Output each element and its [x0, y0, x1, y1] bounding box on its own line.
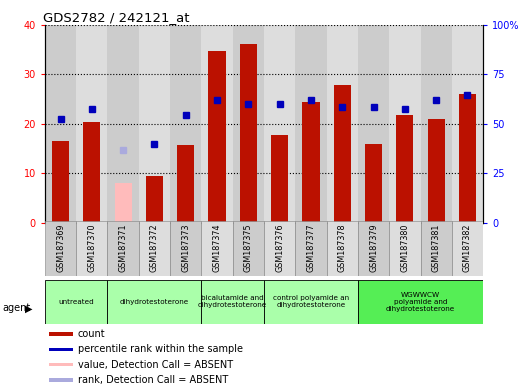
Text: WGWWCW
polyamide and
dihydrotestoterone: WGWWCW polyamide and dihydrotestoterone: [386, 292, 455, 312]
Text: count: count: [78, 329, 106, 339]
Bar: [139, 25, 170, 223]
Text: GSM187379: GSM187379: [369, 223, 378, 272]
Bar: [428, 119, 445, 223]
Text: GSM187371: GSM187371: [119, 223, 128, 272]
Bar: [209, 51, 225, 223]
Text: GDS2782 / 242121_at: GDS2782 / 242121_at: [43, 11, 189, 24]
Text: bicalutamide and
dihydrotestoterone: bicalutamide and dihydrotestoterone: [198, 295, 267, 308]
Bar: [83, 122, 100, 223]
Bar: [115, 183, 132, 223]
Text: dihydrotestoterone: dihydrotestoterone: [120, 299, 189, 305]
Bar: [233, 221, 264, 276]
Bar: [264, 280, 358, 324]
Bar: [139, 221, 170, 276]
Text: GSM187373: GSM187373: [181, 223, 190, 272]
Text: GSM187370: GSM187370: [87, 223, 96, 272]
Text: control polyamide an
dihydrotestoterone: control polyamide an dihydrotestoterone: [273, 295, 349, 308]
Text: rank, Detection Call = ABSENT: rank, Detection Call = ABSENT: [78, 375, 228, 384]
Text: GSM187380: GSM187380: [400, 223, 409, 272]
Bar: [389, 221, 420, 276]
Bar: [358, 25, 389, 223]
Bar: [108, 25, 139, 223]
Bar: [45, 221, 76, 276]
Bar: [108, 221, 139, 276]
Text: value, Detection Call = ABSENT: value, Detection Call = ABSENT: [78, 360, 233, 370]
Text: GSM187382: GSM187382: [463, 223, 472, 272]
Bar: [459, 94, 476, 223]
Bar: [295, 221, 327, 276]
Text: agent: agent: [3, 303, 31, 313]
Text: GSM187372: GSM187372: [150, 223, 159, 272]
Text: GSM187375: GSM187375: [244, 223, 253, 272]
Bar: [177, 145, 194, 223]
Text: ▶: ▶: [25, 303, 33, 313]
Bar: [327, 221, 358, 276]
Bar: [365, 144, 382, 223]
Bar: [396, 115, 413, 223]
Bar: [327, 25, 358, 223]
Bar: [264, 221, 295, 276]
Bar: [76, 25, 108, 223]
Bar: [358, 280, 483, 324]
Bar: [108, 280, 201, 324]
Bar: [49, 348, 73, 351]
Bar: [49, 379, 73, 382]
Bar: [49, 363, 73, 366]
Text: GSM187381: GSM187381: [432, 223, 441, 272]
Bar: [233, 25, 264, 223]
Text: GSM187369: GSM187369: [56, 223, 65, 272]
Bar: [271, 135, 288, 223]
Bar: [201, 280, 264, 324]
Bar: [295, 25, 327, 223]
Bar: [49, 333, 73, 336]
Bar: [170, 221, 201, 276]
Bar: [452, 221, 483, 276]
Bar: [303, 102, 319, 223]
Bar: [264, 25, 295, 223]
Bar: [76, 221, 108, 276]
Bar: [45, 25, 76, 223]
Bar: [452, 25, 483, 223]
Text: untreated: untreated: [58, 299, 94, 305]
Bar: [45, 280, 108, 324]
Bar: [52, 141, 69, 223]
Text: GSM187374: GSM187374: [213, 223, 222, 272]
Bar: [170, 25, 201, 223]
Text: GSM187377: GSM187377: [306, 223, 315, 272]
Bar: [146, 176, 163, 223]
Bar: [420, 25, 452, 223]
Text: GSM187376: GSM187376: [275, 223, 284, 272]
Bar: [420, 221, 452, 276]
Text: percentile rank within the sample: percentile rank within the sample: [78, 344, 243, 354]
Bar: [389, 25, 420, 223]
Bar: [201, 221, 233, 276]
Text: GSM187378: GSM187378: [338, 223, 347, 272]
Bar: [240, 44, 257, 223]
Bar: [334, 85, 351, 223]
Bar: [201, 25, 233, 223]
Bar: [358, 221, 389, 276]
